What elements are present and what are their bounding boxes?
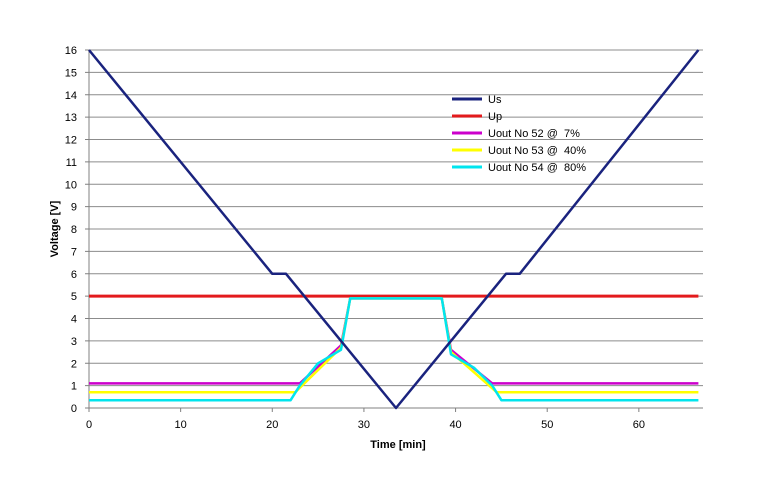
y-tick-label: 14 <box>65 90 77 102</box>
y-tick-label: 8 <box>71 224 77 236</box>
x-tick-label: 50 <box>541 419 553 431</box>
series-line-uout-no-54-80 <box>89 297 699 402</box>
y-tick-label: 10 <box>65 179 77 191</box>
y-tick-label: 1 <box>71 381 77 393</box>
legend-label: Us <box>488 94 502 106</box>
legend-label: Uout No 54 @ 80% <box>488 162 586 174</box>
series-line-us <box>88 49 700 410</box>
x-tick-label: 20 <box>266 419 278 431</box>
y-tick-label: 6 <box>71 269 77 281</box>
legend-label: Uout No 52 @ 7% <box>488 128 580 140</box>
y-tick-label: 9 <box>71 202 77 214</box>
y-tick-label: 7 <box>71 246 77 258</box>
series-group <box>88 49 700 410</box>
y-tick-label: 13 <box>65 112 77 124</box>
x-tick-label: 40 <box>449 419 461 431</box>
x-tick-label: 10 <box>175 419 187 431</box>
y-tick-label: 11 <box>66 157 77 169</box>
y-tick-label: 2 <box>71 358 77 370</box>
y-tick-label: 0 <box>71 403 77 415</box>
x-tick-label: 0 <box>86 419 92 431</box>
y-tick-label: 4 <box>71 314 77 326</box>
y-tick-label: 12 <box>65 135 77 147</box>
x-tick-label: 60 <box>633 419 645 431</box>
grid <box>89 49 703 387</box>
legend-label: Uout No 53 @ 40% <box>488 145 586 157</box>
y-axis-title: Voltage [V] <box>49 200 61 257</box>
x-axis-title: Time [min] <box>370 439 426 451</box>
legend-label: Up <box>488 111 502 123</box>
y-tick-label: 3 <box>71 336 77 348</box>
series-line-uout-no-53-40 <box>89 297 699 394</box>
legend: Us Up Uout No 52 @ 7% Uout No 53 @ 40% Uout … <box>452 94 586 174</box>
y-tick-label: 15 <box>65 67 77 79</box>
x-tick-label: 30 <box>358 419 370 431</box>
y-tick-label: 16 <box>65 45 77 57</box>
y-tick-label: 5 <box>71 291 77 303</box>
